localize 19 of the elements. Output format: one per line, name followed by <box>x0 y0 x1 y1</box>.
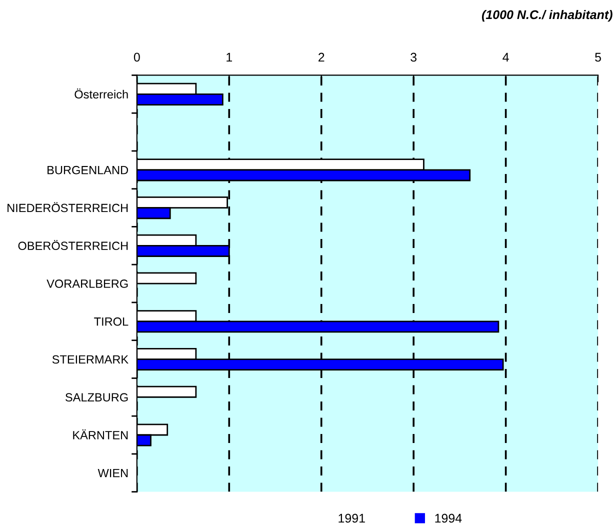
y-tick-label: OBERÖSTERREICH <box>18 240 128 250</box>
x-tick-label: 3 <box>410 52 417 62</box>
y-tick-label: STEIERMARK <box>52 355 128 364</box>
y-tick-label: NIEDERÖSTERREICH <box>8 202 128 212</box>
y-tick-label: VORARLBERG <box>46 280 128 288</box>
x-axis-title: (1000 N.C./ inhabitant) <box>482 10 612 22</box>
legend-label: 1994 <box>435 514 462 523</box>
x-tick-label: 4 <box>502 52 509 62</box>
y-tick-label: BURGENLAND <box>48 166 128 174</box>
x-tick-label: 0 <box>134 52 140 62</box>
x-tick-label: 5 <box>595 52 601 62</box>
x-tick-label: 2 <box>318 52 324 62</box>
y-tick-label: WIEN <box>98 469 128 478</box>
y-tick-label: TIROL <box>94 317 128 326</box>
y-tick-label: KÄRNTEN <box>73 429 128 440</box>
y-tick-label: SALZBURG <box>65 393 128 402</box>
x-tick-label: 1 <box>226 52 232 62</box>
y-tick-label: Österreich <box>74 88 128 99</box>
text: 1991 <box>338 514 365 523</box>
